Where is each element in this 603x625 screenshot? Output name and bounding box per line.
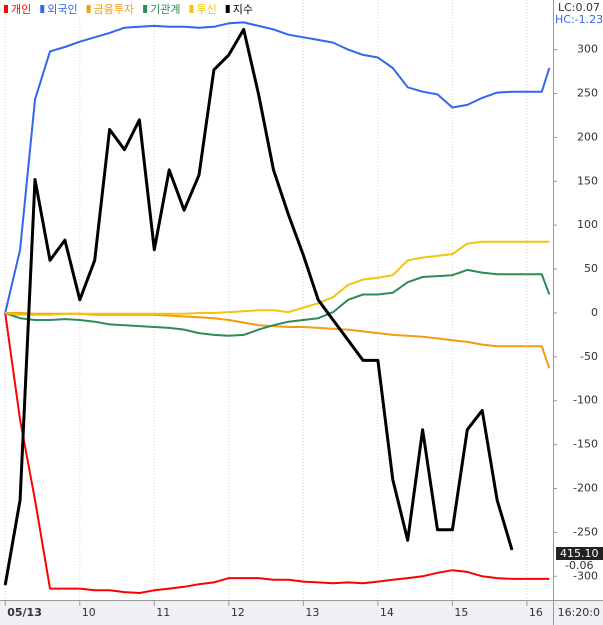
y-tick-label: 250 — [577, 86, 598, 99]
legend-swatch — [40, 5, 45, 13]
legend-swatch — [225, 5, 230, 13]
series-line — [4, 21, 551, 314]
last-index-label: 415.10 — [560, 547, 599, 560]
x-tick-label: 10 — [82, 606, 96, 619]
legend-label: 기관계 — [150, 3, 180, 16]
legend-label: 금융투자 — [94, 3, 134, 16]
hc-label: HC:-1.23 — [555, 13, 603, 26]
x-tick-label: 05/13 — [7, 606, 42, 619]
x-tick-label: 15 — [454, 606, 468, 619]
y-tick-label: 50 — [584, 262, 598, 275]
series-line — [3, 27, 514, 586]
legend-swatch — [86, 5, 91, 13]
legend-label: 개인 — [11, 3, 31, 16]
legend-label: 외국인 — [47, 3, 77, 16]
series-line — [4, 268, 551, 337]
x-tick-label: 12 — [231, 606, 245, 619]
y-tick-label: 150 — [577, 174, 598, 187]
y-tick-label: -250 — [573, 525, 598, 538]
legend-swatch — [143, 5, 148, 13]
x-tick-label: 14 — [380, 606, 394, 619]
lc-label: LC:0.07 — [558, 1, 600, 14]
legend-label: 투신 — [196, 3, 216, 16]
y-tick-label: -150 — [573, 438, 598, 451]
last-change-label: -0.06 — [565, 559, 593, 572]
time-label: 16:20:0 — [558, 606, 600, 619]
legend: 개인 외국인 금융투자 기관계 투신 지수 — [0, 0, 300, 18]
x-axis-panel — [0, 600, 603, 625]
x-tick-label: 11 — [156, 606, 170, 619]
legend-box — [0, 0, 300, 18]
legend-swatch — [4, 5, 8, 13]
y-tick-label: -50 — [580, 350, 598, 363]
y-tick-label: -200 — [573, 482, 598, 495]
series-line — [5, 240, 550, 316]
y-tick-label: -300 — [573, 569, 598, 582]
legend-label: 지수 — [233, 3, 253, 16]
y-tick-label: -100 — [573, 394, 598, 407]
y-tick-label: 100 — [577, 218, 598, 231]
right-axis-panel — [553, 0, 603, 625]
x-tick-label: 13 — [305, 606, 319, 619]
x-tick-label: 16 — [529, 606, 543, 619]
y-tick-label: 300 — [577, 43, 598, 56]
series-line — [4, 312, 550, 594]
y-tick-label: 200 — [577, 130, 598, 143]
last-value-box — [556, 547, 603, 560]
legend-swatch — [189, 5, 194, 13]
y-tick-label: 0 — [591, 306, 598, 319]
